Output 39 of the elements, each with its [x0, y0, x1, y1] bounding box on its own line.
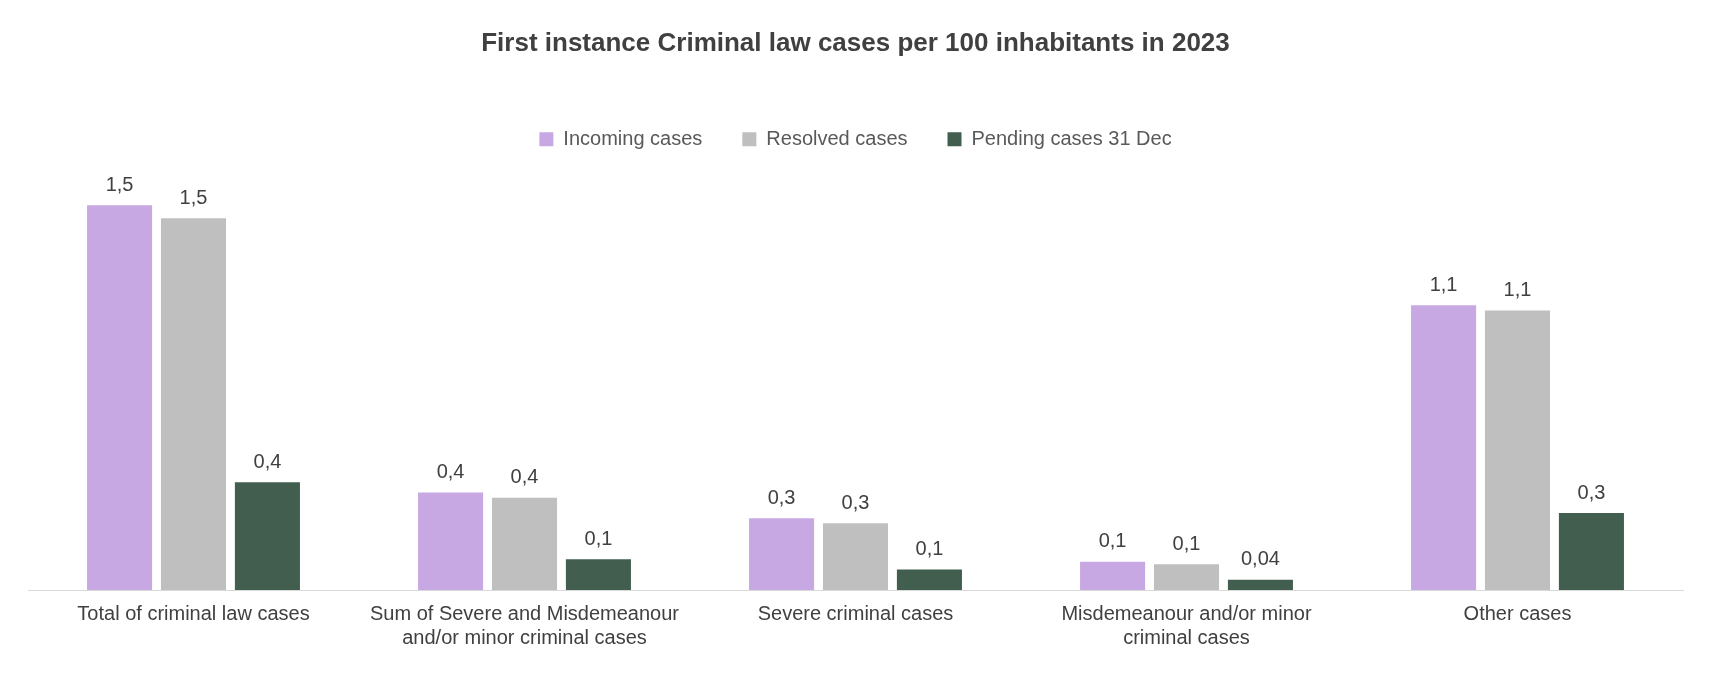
- data-label: 0,4: [510, 465, 539, 488]
- legend-label: Incoming cases: [563, 126, 703, 149]
- data-label: 0,1: [915, 537, 944, 559]
- data-label: 0,04: [1240, 547, 1280, 570]
- data-label: 1,1: [1503, 278, 1532, 301]
- data-label: 1,5: [105, 172, 134, 195]
- bar: [491, 497, 558, 590]
- data-label: 0,4: [436, 460, 465, 483]
- bar: [1153, 564, 1220, 590]
- bar: [87, 205, 153, 590]
- x-tick-label: Misdemeanour and/or minor criminal cases: [1061, 601, 1312, 648]
- x-tick-label: Total of criminal law cases: [77, 601, 310, 624]
- bar: [1484, 310, 1551, 590]
- data-label: 0,4: [253, 449, 282, 472]
- bar: [234, 482, 300, 590]
- x-tick-label: Other cases: [1463, 601, 1572, 624]
- data-label: 0,1: [1172, 531, 1201, 554]
- bar: [1080, 561, 1146, 590]
- bar: [565, 559, 631, 590]
- bar: [896, 569, 962, 590]
- data-label: 0,1: [584, 526, 613, 549]
- x-tick-label: Severe criminal cases: [757, 601, 954, 624]
- bar: [1227, 579, 1293, 590]
- data-label: 0,3: [767, 485, 796, 508]
- bar: [160, 218, 227, 590]
- legend-label: Pending cases 31 Dec: [971, 126, 1172, 149]
- bar: [1411, 305, 1477, 590]
- x-tick-label: Sum of Severe and Misdemeanour and/or minor criminal cases: [369, 601, 680, 648]
- chart-title: First instance Criminal law cases per 100 inhabitants in 2023: [481, 26, 1230, 57]
- data-label: 0,3: [841, 490, 870, 513]
- bar: [822, 523, 889, 590]
- data-label: 1,1: [1429, 272, 1458, 295]
- bar: [749, 518, 815, 590]
- bar: [418, 492, 484, 590]
- data-label: 0,3: [1577, 480, 1606, 503]
- legend-label: Resolved cases: [766, 126, 908, 149]
- data-label: 1,5: [179, 185, 208, 208]
- data-label: 0,1: [1098, 529, 1127, 552]
- bar: [1558, 513, 1624, 590]
